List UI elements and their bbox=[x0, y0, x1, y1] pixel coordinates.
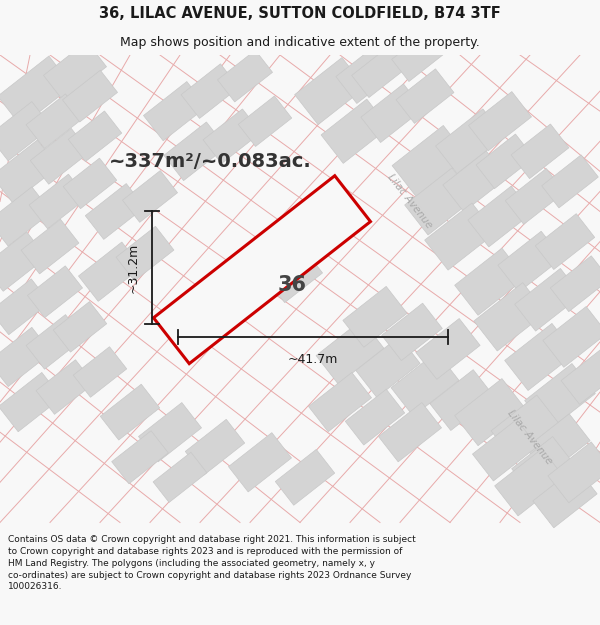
Polygon shape bbox=[524, 364, 595, 431]
Polygon shape bbox=[543, 306, 600, 368]
Text: ~31.2m: ~31.2m bbox=[127, 242, 140, 292]
Polygon shape bbox=[345, 389, 405, 445]
Polygon shape bbox=[468, 186, 532, 247]
Polygon shape bbox=[392, 126, 468, 198]
Text: Contains OS data © Crown copyright and database right 2021. This information is : Contains OS data © Crown copyright and d… bbox=[8, 535, 416, 591]
Polygon shape bbox=[217, 50, 272, 102]
Polygon shape bbox=[291, 204, 349, 259]
Polygon shape bbox=[116, 226, 174, 281]
Polygon shape bbox=[361, 84, 423, 142]
Polygon shape bbox=[229, 432, 292, 492]
Polygon shape bbox=[153, 452, 207, 503]
Polygon shape bbox=[185, 419, 245, 475]
Text: Map shows position and indicative extent of the property.: Map shows position and indicative extent… bbox=[120, 36, 480, 49]
Polygon shape bbox=[535, 214, 595, 269]
Polygon shape bbox=[494, 449, 565, 516]
Polygon shape bbox=[0, 140, 58, 202]
Polygon shape bbox=[476, 134, 534, 189]
Polygon shape bbox=[0, 372, 62, 432]
Polygon shape bbox=[491, 395, 559, 459]
Polygon shape bbox=[100, 384, 160, 440]
Polygon shape bbox=[356, 336, 420, 398]
Polygon shape bbox=[352, 44, 409, 98]
Polygon shape bbox=[511, 124, 569, 179]
Polygon shape bbox=[275, 449, 335, 505]
Polygon shape bbox=[0, 279, 50, 335]
Text: 36: 36 bbox=[277, 275, 307, 295]
Polygon shape bbox=[36, 360, 94, 414]
Polygon shape bbox=[336, 42, 400, 104]
Polygon shape bbox=[73, 347, 127, 398]
Polygon shape bbox=[474, 282, 546, 351]
Polygon shape bbox=[316, 320, 384, 384]
Polygon shape bbox=[416, 319, 480, 379]
Polygon shape bbox=[321, 99, 389, 163]
Polygon shape bbox=[139, 402, 202, 462]
Polygon shape bbox=[561, 350, 600, 404]
Polygon shape bbox=[512, 437, 572, 494]
Polygon shape bbox=[62, 70, 118, 122]
Polygon shape bbox=[533, 467, 597, 528]
Polygon shape bbox=[526, 414, 590, 474]
Polygon shape bbox=[26, 94, 84, 149]
Text: ~41.7m: ~41.7m bbox=[288, 353, 338, 366]
Polygon shape bbox=[505, 323, 575, 391]
Polygon shape bbox=[392, 29, 448, 81]
Polygon shape bbox=[469, 92, 532, 151]
Polygon shape bbox=[455, 379, 526, 446]
Polygon shape bbox=[472, 419, 538, 481]
Text: Lilac Avenue: Lilac Avenue bbox=[385, 173, 434, 231]
Polygon shape bbox=[505, 169, 565, 224]
Polygon shape bbox=[203, 109, 261, 164]
Polygon shape bbox=[0, 187, 52, 246]
Polygon shape bbox=[404, 168, 475, 235]
Text: Lilac Avenue: Lilac Avenue bbox=[506, 408, 554, 466]
Polygon shape bbox=[436, 109, 505, 174]
Polygon shape bbox=[79, 242, 142, 301]
Polygon shape bbox=[548, 442, 600, 503]
Polygon shape bbox=[164, 122, 226, 181]
Text: 36, LILAC AVENUE, SUTTON COLDFIELD, B74 3TF: 36, LILAC AVENUE, SUTTON COLDFIELD, B74 … bbox=[99, 6, 501, 21]
Polygon shape bbox=[343, 286, 407, 348]
Polygon shape bbox=[515, 268, 581, 331]
Polygon shape bbox=[43, 41, 107, 101]
Polygon shape bbox=[26, 314, 84, 369]
Polygon shape bbox=[238, 96, 292, 146]
Polygon shape bbox=[0, 102, 52, 161]
Polygon shape bbox=[0, 328, 52, 387]
Polygon shape bbox=[391, 352, 459, 416]
Polygon shape bbox=[53, 302, 107, 352]
Polygon shape bbox=[112, 431, 169, 484]
Polygon shape bbox=[443, 151, 507, 212]
Polygon shape bbox=[550, 256, 600, 312]
Polygon shape bbox=[396, 69, 454, 123]
Polygon shape bbox=[154, 176, 370, 364]
Polygon shape bbox=[498, 231, 562, 292]
Polygon shape bbox=[268, 251, 323, 302]
Polygon shape bbox=[30, 128, 90, 184]
Polygon shape bbox=[29, 174, 87, 229]
Polygon shape bbox=[63, 158, 117, 209]
Polygon shape bbox=[425, 203, 496, 270]
Polygon shape bbox=[0, 56, 73, 126]
Polygon shape bbox=[21, 219, 79, 274]
Polygon shape bbox=[455, 248, 526, 315]
Polygon shape bbox=[308, 372, 371, 432]
Polygon shape bbox=[0, 232, 47, 291]
Polygon shape bbox=[295, 58, 365, 124]
Polygon shape bbox=[430, 369, 494, 431]
Polygon shape bbox=[68, 111, 122, 161]
Polygon shape bbox=[122, 171, 178, 222]
Polygon shape bbox=[85, 184, 145, 239]
Polygon shape bbox=[230, 233, 290, 291]
Polygon shape bbox=[542, 155, 598, 208]
Text: ~337m²/~0.083ac.: ~337m²/~0.083ac. bbox=[109, 152, 311, 171]
Polygon shape bbox=[382, 303, 442, 361]
Polygon shape bbox=[181, 64, 239, 118]
Polygon shape bbox=[28, 266, 83, 318]
Polygon shape bbox=[379, 402, 442, 462]
Polygon shape bbox=[143, 81, 206, 141]
